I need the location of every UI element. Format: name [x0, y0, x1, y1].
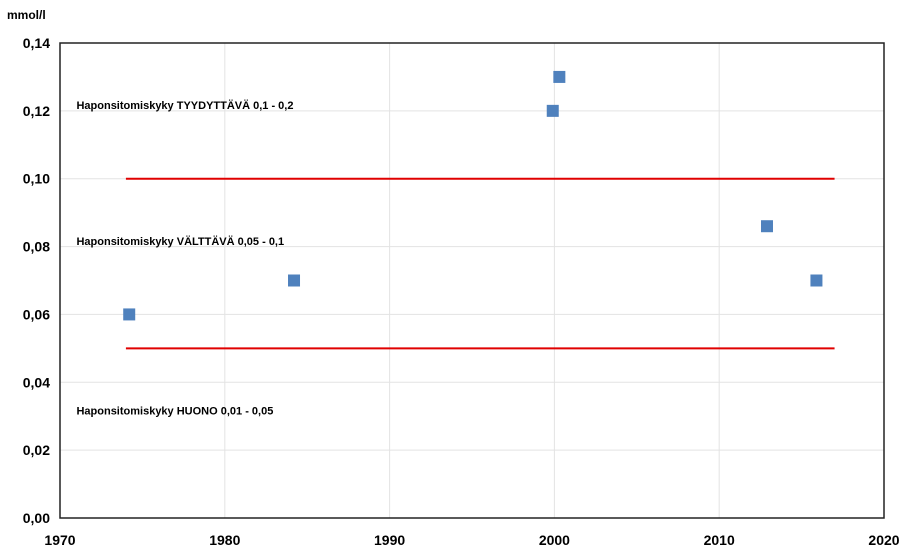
data-point [123, 308, 136, 321]
y-tick-labels: 0,00 0,02 0,04 0,06 0,08 0,10 0,12 0,14 [23, 35, 50, 526]
data-points [123, 70, 823, 321]
data-point [546, 104, 559, 117]
x-tick-label: 2020 [868, 532, 899, 548]
y-axis-unit-label: mmol/l [7, 8, 46, 22]
x-tick-label: 1990 [374, 532, 405, 548]
x-tick-label: 2000 [539, 532, 570, 548]
x-tick-label: 1980 [209, 532, 240, 548]
data-point [288, 274, 301, 287]
gridlines [59, 42, 885, 519]
y-tick-label: 0,04 [23, 374, 50, 390]
x-tick-labels: 1970 1980 1990 2000 2010 2020 [44, 532, 899, 548]
data-point [810, 274, 823, 287]
y-tick-label: 0,12 [23, 103, 50, 119]
y-tick-label: 0,14 [23, 35, 50, 51]
plot-area-frame [59, 42, 885, 519]
x-tick-label: 1970 [44, 532, 75, 548]
data-point [553, 70, 566, 83]
y-tick-label: 0,08 [23, 239, 50, 255]
annotations: Haponsitomiskyky TYYDYTTÄVÄ 0,1 - 0,2 Hap… [76, 99, 293, 417]
reference-lines [125, 177, 835, 350]
y-tick-label: 0,06 [23, 306, 50, 322]
annotation-label: Haponsitomiskyky TYYDYTTÄVÄ 0,1 - 0,2 [76, 99, 293, 112]
annotation-label: Haponsitomiskyky VÄLTTÄVÄ 0,05 - 0,1 [76, 235, 284, 248]
y-tick-label: 0,00 [23, 510, 50, 526]
annotation-label: Haponsitomiskyky HUONO 0,01 - 0,05 [76, 406, 273, 418]
data-point [760, 220, 773, 233]
y-tick-label: 0,02 [23, 442, 50, 458]
x-tick-label: 2010 [704, 532, 735, 548]
y-tick-label: 0,10 [23, 171, 50, 187]
